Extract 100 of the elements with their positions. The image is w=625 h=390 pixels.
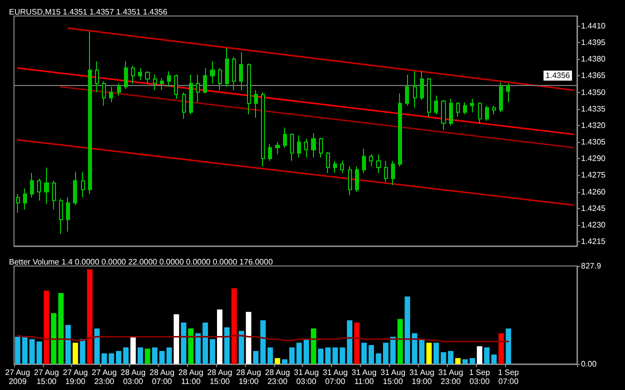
candlestick xyxy=(398,92,402,167)
bar xyxy=(210,339,216,364)
bar xyxy=(231,288,237,364)
x-tick-label: 31 Aug 19:00 xyxy=(409,368,434,386)
bar xyxy=(448,350,454,364)
y-tick-label: 1.4275 xyxy=(581,170,606,180)
x-tick-label: 27 Aug 15:00 xyxy=(34,368,59,386)
candlestick xyxy=(196,74,200,103)
candlestick xyxy=(420,70,424,101)
candlestick xyxy=(499,82,503,113)
bar xyxy=(238,330,244,364)
candlestick xyxy=(88,30,92,195)
y-tick-label: 827.9 xyxy=(581,262,602,270)
y-tick-label: 1.4320 xyxy=(581,120,606,130)
candlestick xyxy=(275,142,280,155)
bar xyxy=(268,347,273,364)
bar xyxy=(484,347,490,364)
chart-title: Better Volume 1.4 0.0000 0.0000 22.0000 0.0000 0.0000 0.0000 176.0000 xyxy=(9,258,274,266)
x-tick-label: 31 Aug 03:00 xyxy=(294,368,319,386)
bar xyxy=(325,347,331,364)
bar xyxy=(65,324,71,364)
y-tick-label: 1.4335 xyxy=(581,104,606,114)
candlestick xyxy=(261,92,265,167)
bar xyxy=(354,322,360,364)
candlestick xyxy=(463,102,467,115)
bar xyxy=(274,358,280,364)
bar xyxy=(346,320,352,364)
candlestick xyxy=(44,166,49,204)
x-tick-label: 31 Aug 23:00 xyxy=(438,368,464,386)
candlestick xyxy=(427,77,431,118)
candlestick xyxy=(73,171,77,206)
bar xyxy=(80,339,86,364)
x-tick-label: 28 Aug 23:00 xyxy=(264,368,290,386)
candlestick xyxy=(247,63,251,115)
candlestick xyxy=(441,100,446,130)
x-tick-label: 31 Aug 15:00 xyxy=(380,368,406,386)
bar xyxy=(498,333,504,364)
candlestick xyxy=(319,137,323,158)
x-tick-label: 27 Aug 23:00 xyxy=(92,368,117,386)
candlestick xyxy=(59,198,63,234)
candlestick xyxy=(254,90,258,118)
bar xyxy=(180,322,186,364)
candlestick xyxy=(485,105,489,122)
candlestick xyxy=(311,132,316,158)
candlestick xyxy=(160,77,164,91)
candlestick xyxy=(30,172,34,198)
bar xyxy=(260,320,266,364)
y-tick-label: 1.4215 xyxy=(581,237,606,246)
candlestick xyxy=(218,67,222,91)
candlestick xyxy=(52,180,56,210)
candlestick xyxy=(203,67,207,94)
y-tick-label: 1.4230 xyxy=(581,220,606,230)
bar xyxy=(166,347,172,364)
candlestick xyxy=(355,166,359,192)
candlestick xyxy=(413,70,417,108)
candlestick xyxy=(492,105,496,115)
candlestick xyxy=(268,144,272,162)
candlestick xyxy=(348,166,352,196)
y-tick-label: 1.4410 xyxy=(581,21,606,30)
y-tick-label: 1.4380 xyxy=(581,54,606,64)
y-tick-label: 1.4290 xyxy=(581,154,606,164)
bar xyxy=(138,347,144,364)
candlestick xyxy=(384,160,388,182)
x-tick-label: 27 Aug 19:00 xyxy=(62,368,88,386)
bar xyxy=(376,353,382,364)
bar xyxy=(72,342,78,364)
candlestick xyxy=(376,154,381,174)
x-tick-label: 27 Aug 2009 xyxy=(5,368,30,386)
candlestick xyxy=(131,65,135,84)
bar xyxy=(144,348,150,364)
bar xyxy=(318,348,324,364)
bar xyxy=(130,336,136,364)
candlestick xyxy=(210,60,215,84)
bar xyxy=(159,350,165,364)
bar xyxy=(397,319,403,364)
candlestick xyxy=(391,160,395,186)
candlestick xyxy=(117,82,121,96)
bar xyxy=(506,328,512,364)
x-tick-label: 31 Aug 07:00 xyxy=(322,368,348,386)
x-tick-label: 28 Aug 15:00 xyxy=(207,368,232,386)
candlestick xyxy=(109,86,113,103)
bar xyxy=(310,328,316,364)
bar xyxy=(491,354,497,364)
bar xyxy=(426,342,432,364)
candlestick xyxy=(16,194,20,214)
bar xyxy=(246,312,252,364)
x-tick-label: 1 Sep 03:00 xyxy=(469,368,491,386)
x-tick-label: 1 Sep 07:00 xyxy=(498,368,520,386)
candlestick xyxy=(478,102,482,124)
bar xyxy=(476,346,482,364)
candlestick xyxy=(470,98,474,113)
bar xyxy=(440,352,446,364)
candlestick xyxy=(297,134,301,158)
x-tick-label: 28 Aug 03:00 xyxy=(120,368,146,386)
candlestick xyxy=(174,74,178,100)
candlestick xyxy=(283,127,287,148)
bar xyxy=(44,290,50,364)
y-tick-label: 0.00 xyxy=(581,360,598,368)
bar xyxy=(434,342,439,364)
candlestick xyxy=(66,196,70,232)
